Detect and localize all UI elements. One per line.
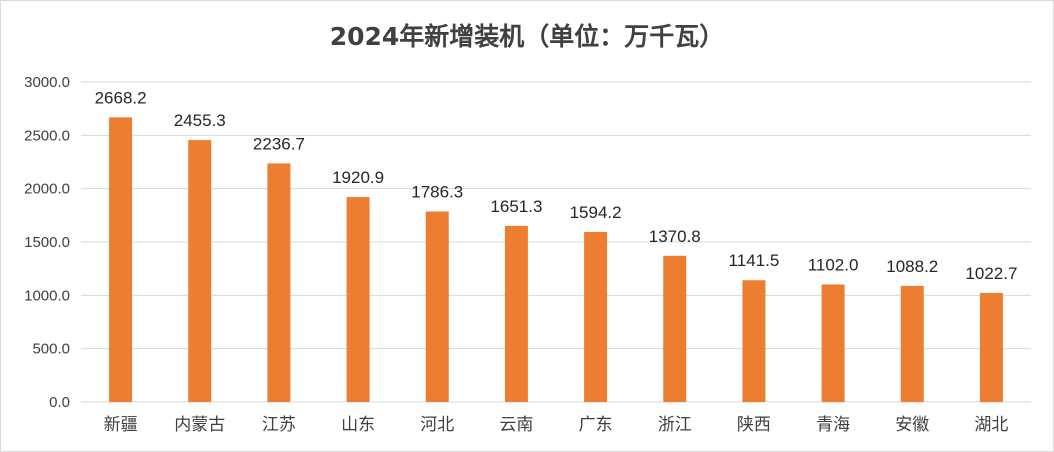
data-label: 1920.9 bbox=[332, 168, 384, 187]
data-label: 2668.2 bbox=[95, 88, 147, 107]
chart-title: 2024年新增装机（单位：万千瓦） bbox=[330, 22, 725, 51]
bar bbox=[742, 280, 766, 402]
bar bbox=[584, 231, 608, 402]
y-tick-label: 0.0 bbox=[49, 394, 70, 411]
data-labels: 2668.2 2455.3 2236.7 1920.9 1786.3 1651.3 1594… bbox=[95, 88, 1018, 283]
y-tick-label: 3000.0 bbox=[24, 74, 70, 91]
y-tick-label: 1000.0 bbox=[24, 287, 70, 304]
x-category-label: 青海 bbox=[816, 415, 850, 435]
x-category-label: 江苏 bbox=[262, 415, 296, 435]
x-category-label: 河北 bbox=[420, 415, 454, 435]
x-category-label: 云南 bbox=[499, 415, 533, 435]
data-label: 1786.3 bbox=[411, 182, 463, 201]
y-axis-ticks: 0.0 500.0 1000.0 1500.0 2000.0 2500.0 3000.0 bbox=[24, 74, 70, 411]
data-label: 1088.2 bbox=[886, 257, 938, 276]
x-category-label: 山东 bbox=[341, 415, 375, 435]
bars bbox=[109, 117, 1003, 403]
bar bbox=[900, 285, 924, 402]
x-category-label: 浙江 bbox=[658, 415, 692, 435]
x-category-label: 新疆 bbox=[104, 415, 138, 435]
data-label: 1651.3 bbox=[490, 197, 542, 216]
y-tick-label: 1500.0 bbox=[24, 234, 70, 251]
bar bbox=[504, 225, 528, 402]
bar bbox=[267, 163, 291, 402]
data-label: 1102.0 bbox=[808, 255, 859, 274]
bar bbox=[821, 284, 845, 402]
y-tick-label: 2000.0 bbox=[24, 181, 70, 198]
data-label: 1594.2 bbox=[570, 203, 622, 222]
y-tick-label: 500.0 bbox=[32, 341, 70, 358]
x-category-label: 陕西 bbox=[737, 415, 771, 435]
gridlines bbox=[81, 81, 1031, 403]
x-axis-categories: 新疆 内蒙古 江苏 山东 河北 云南 广东 浙江 陕西 青海 安徽 湖北 bbox=[104, 415, 1009, 435]
bar bbox=[109, 117, 133, 402]
x-category-label: 安徽 bbox=[895, 415, 929, 435]
data-label: 1141.5 bbox=[729, 251, 780, 270]
bar bbox=[346, 197, 370, 402]
y-tick-label: 2500.0 bbox=[24, 127, 70, 144]
bar bbox=[425, 211, 449, 402]
bar bbox=[979, 292, 1003, 402]
data-label: 2236.7 bbox=[253, 134, 305, 153]
x-category-label: 广东 bbox=[579, 415, 613, 435]
bar bbox=[188, 140, 212, 403]
x-category-label: 湖北 bbox=[974, 415, 1008, 435]
x-category-label: 内蒙古 bbox=[174, 415, 225, 435]
data-label: 1022.7 bbox=[965, 264, 1017, 283]
bar bbox=[663, 255, 687, 402]
data-label: 2455.3 bbox=[174, 111, 226, 130]
data-label: 1370.8 bbox=[649, 227, 701, 246]
